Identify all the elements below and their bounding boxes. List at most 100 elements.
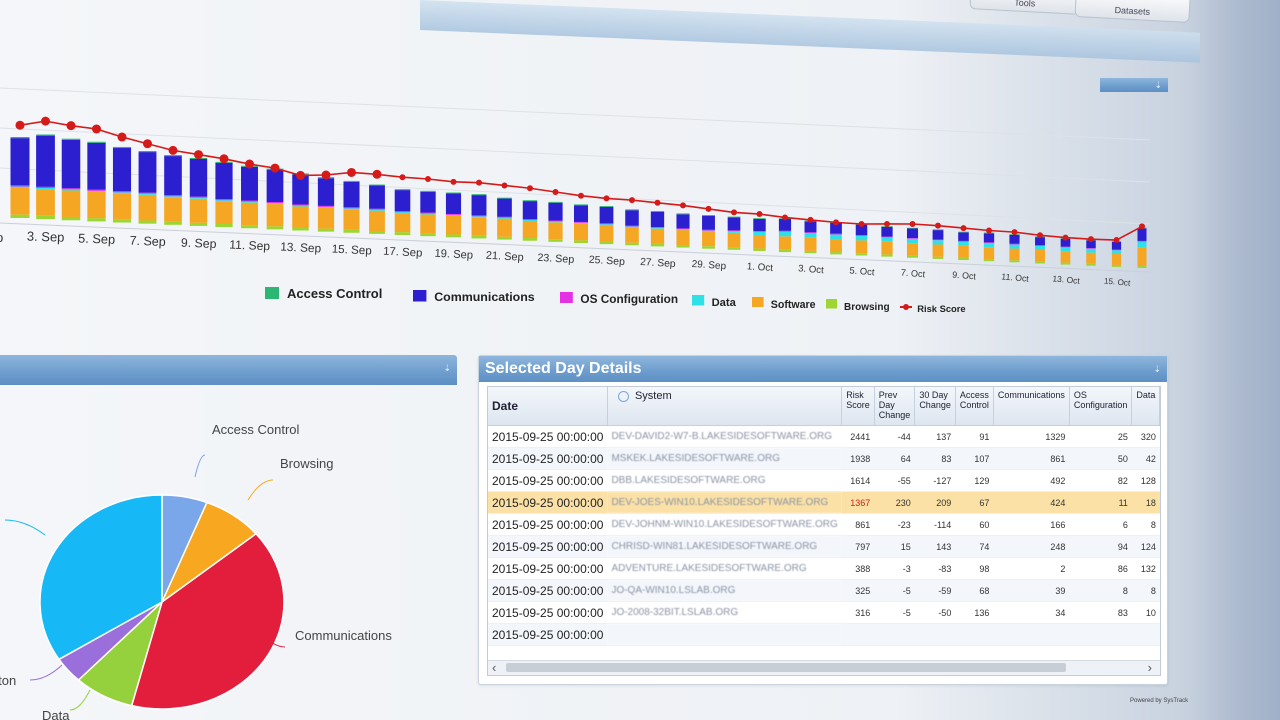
- bar-segment[interactable]: [343, 209, 360, 230]
- bar-segment[interactable]: [1035, 245, 1045, 246]
- bar-segment[interactable]: [10, 137, 30, 139]
- bar-segment[interactable]: [958, 241, 969, 246]
- bar-segment[interactable]: [164, 156, 182, 196]
- bar-segment[interactable]: [138, 193, 157, 195]
- bar-segment[interactable]: [753, 218, 766, 220]
- bar-segment[interactable]: [1060, 262, 1071, 265]
- bar-segment[interactable]: [138, 152, 157, 193]
- bar-segment[interactable]: [112, 146, 132, 149]
- risk-score-point[interactable]: [858, 220, 865, 227]
- bar-segment[interactable]: [958, 231, 969, 233]
- bar-segment[interactable]: [1137, 241, 1147, 248]
- bar-segment[interactable]: [164, 155, 182, 157]
- bar-segment[interactable]: [497, 198, 512, 217]
- bar-segment[interactable]: [881, 254, 893, 257]
- download-icon[interactable]: ⇣: [443, 363, 451, 373]
- bar-segment[interactable]: [189, 196, 208, 198]
- legend-label[interactable]: Software: [771, 299, 816, 311]
- bar-segment[interactable]: [420, 191, 436, 213]
- risk-score-point[interactable]: [245, 159, 254, 169]
- bar-segment[interactable]: [292, 204, 309, 206]
- risk-score-point[interactable]: [15, 120, 25, 130]
- bar-segment[interactable]: [420, 213, 436, 215]
- bar-segment[interactable]: [292, 205, 309, 207]
- risk-score-point[interactable]: [909, 220, 916, 227]
- bar-segment[interactable]: [61, 139, 81, 189]
- bar-segment[interactable]: [445, 192, 462, 194]
- risk-score-point[interactable]: [960, 225, 967, 232]
- bar-segment[interactable]: [881, 241, 893, 255]
- risk-score-point[interactable]: [92, 124, 101, 134]
- legend-label[interactable]: Risk Score: [917, 303, 965, 314]
- bar-segment[interactable]: [87, 142, 106, 190]
- bar-segment[interactable]: [215, 200, 233, 202]
- risk-score-point[interactable]: [219, 154, 229, 164]
- bar-segment[interactable]: [650, 227, 665, 229]
- bar-segment[interactable]: [420, 190, 436, 192]
- bar-segment[interactable]: [702, 215, 715, 230]
- bar-segment[interactable]: [36, 215, 55, 220]
- bar-segment[interactable]: [1035, 261, 1045, 264]
- bar-segment[interactable]: [650, 243, 665, 247]
- bar-segment[interactable]: [702, 231, 715, 247]
- bar-segment[interactable]: [599, 206, 614, 224]
- bar-segment[interactable]: [1111, 250, 1122, 255]
- bar-segment[interactable]: [1060, 247, 1071, 252]
- column-header-data[interactable]: Data: [1131, 387, 1160, 426]
- bar-segment[interactable]: [112, 192, 132, 194]
- bar-segment[interactable]: [497, 218, 512, 237]
- bar-segment[interactable]: [1086, 248, 1096, 253]
- bar-segment[interactable]: [650, 211, 665, 228]
- bar-segment[interactable]: [497, 236, 512, 240]
- bar-segment[interactable]: [189, 158, 208, 197]
- bar-segment[interactable]: [727, 230, 741, 232]
- bar-segment[interactable]: [164, 195, 182, 197]
- risk-score-point[interactable]: [629, 197, 635, 204]
- bar-segment[interactable]: [61, 188, 81, 190]
- bar-segment[interactable]: [1035, 249, 1045, 262]
- tab-tools[interactable]: Tools: [969, 0, 1081, 15]
- bar-segment[interactable]: [702, 229, 715, 231]
- bar-segment[interactable]: [522, 201, 538, 220]
- bar-segment[interactable]: [266, 204, 284, 227]
- bar-segment[interactable]: [61, 189, 81, 191]
- scroll-left-icon[interactable]: ‹: [492, 660, 497, 675]
- bar-segment[interactable]: [830, 252, 842, 255]
- bar-segment[interactable]: [548, 221, 563, 223]
- scroll-right-icon[interactable]: ›: [1147, 660, 1152, 675]
- bar-segment[interactable]: [727, 247, 741, 250]
- bar-segment[interactable]: [112, 191, 132, 193]
- bar-segment[interactable]: [1137, 240, 1147, 242]
- bar-segment[interactable]: [958, 245, 969, 258]
- bar-segment[interactable]: [574, 204, 588, 206]
- bar-segment[interactable]: [112, 148, 132, 192]
- risk-score-point[interactable]: [399, 174, 406, 181]
- bar-segment[interactable]: [10, 185, 30, 187]
- bar-segment[interactable]: [599, 206, 614, 207]
- bar-segment[interactable]: [958, 257, 969, 261]
- bar-segment[interactable]: [497, 216, 512, 218]
- column-header-prev-day-change[interactable]: Prev Day Change: [874, 387, 916, 426]
- bar-segment[interactable]: [420, 233, 436, 237]
- bar-segment[interactable]: [1111, 254, 1122, 265]
- bar-segment[interactable]: [932, 256, 944, 259]
- bar-segment[interactable]: [1009, 234, 1020, 244]
- bar-segment[interactable]: [138, 194, 157, 221]
- bar-segment[interactable]: [394, 211, 411, 213]
- download-icon[interactable]: ⇣: [1154, 80, 1162, 90]
- bar-segment[interactable]: [343, 208, 360, 210]
- bar-segment[interactable]: [241, 201, 258, 203]
- risk-score-point[interactable]: [986, 227, 992, 234]
- bar-segment[interactable]: [292, 174, 309, 205]
- bar-segment[interactable]: [394, 190, 411, 212]
- bar-segment[interactable]: [727, 232, 741, 248]
- bar-segment[interactable]: [189, 198, 208, 223]
- bar-segment[interactable]: [445, 214, 462, 216]
- legend-label[interactable]: OS Configuration: [580, 292, 678, 306]
- bar-segment[interactable]: [881, 237, 893, 242]
- bar-segment[interactable]: [778, 231, 792, 237]
- bar-segment[interactable]: [317, 206, 335, 208]
- column-header-access-control[interactable]: Access Control: [955, 387, 994, 426]
- bar-segment[interactable]: [1137, 228, 1147, 241]
- bar-segment[interactable]: [778, 230, 792, 232]
